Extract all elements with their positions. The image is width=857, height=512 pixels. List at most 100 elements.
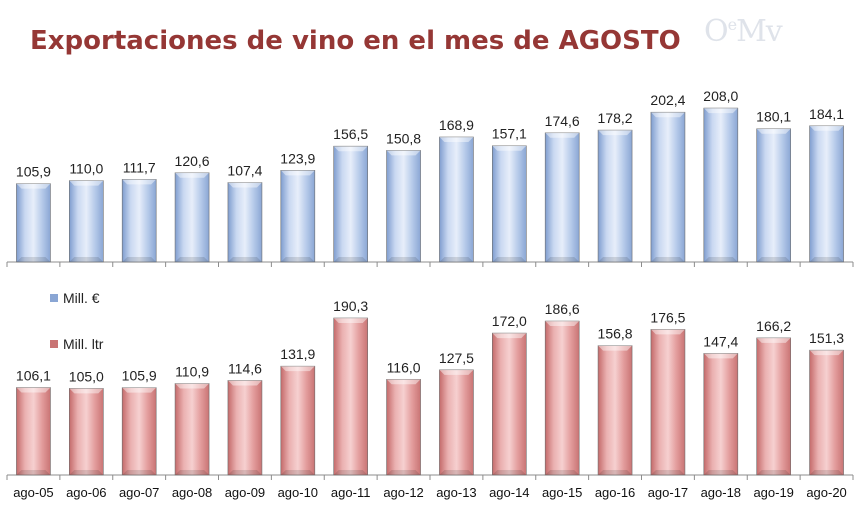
bar-euro-ago-11-bevel-bottom bbox=[333, 257, 368, 262]
label-euro-ago-15: 174,6 bbox=[545, 113, 580, 129]
bar-liters-ago-18-bevel-top bbox=[703, 353, 738, 359]
bar-liters-ago-15-bevel-top bbox=[545, 321, 580, 327]
x-tick-label-ago-14: ago-14 bbox=[489, 485, 529, 500]
bar-liters-ago-14-bevel-bottom bbox=[492, 470, 527, 475]
label-euro-ago-11: 156,5 bbox=[333, 126, 368, 142]
bar-euro-ago-09-bevel-bottom bbox=[227, 257, 262, 262]
label-liters-ago-16: 156,8 bbox=[598, 326, 633, 342]
bar-liters-ago-19 bbox=[756, 337, 791, 476]
bar-euro-ago-06-bevel-top bbox=[69, 180, 104, 186]
bar-liters-ago-19-bevel-bottom bbox=[756, 470, 791, 475]
label-liters-ago-20: 151,3 bbox=[809, 330, 844, 346]
x-tick-label-ago-07: ago-07 bbox=[119, 485, 159, 500]
bar-liters-ago-17-bevel-bottom bbox=[650, 470, 685, 475]
label-liters-ago-09: 114,6 bbox=[228, 360, 262, 376]
bar-euro-ago-08-bevel-top bbox=[175, 172, 210, 178]
x-tick-label-ago-09: ago-09 bbox=[225, 485, 265, 500]
bar-euro-ago-20 bbox=[809, 125, 844, 263]
label-liters-ago-05: 106,1 bbox=[16, 367, 51, 383]
bar-liters-ago-09-bevel-top bbox=[227, 380, 262, 386]
bar-liters-ago-15-bevel-bottom bbox=[545, 470, 580, 475]
bar-liters-ago-16-bevel-bottom bbox=[598, 470, 633, 475]
label-liters-ago-08: 110,9 bbox=[175, 364, 209, 380]
bar-euro-ago-05 bbox=[16, 183, 51, 263]
x-tick-label-ago-16: ago-16 bbox=[595, 485, 635, 500]
bar-liters-ago-10-bevel-bottom bbox=[280, 470, 315, 475]
bar-euro-ago-10-bevel-bottom bbox=[280, 257, 315, 262]
bar-euro-ago-10-bevel-top bbox=[280, 170, 315, 176]
legend: Mill. € Mill. ltr bbox=[50, 290, 104, 352]
bar-liters-ago-13 bbox=[439, 369, 474, 476]
bar-euro-ago-06-bevel-bottom bbox=[69, 257, 104, 262]
bar-liters-ago-19-bevel-top bbox=[756, 337, 791, 343]
x-tick-label-ago-06: ago-06 bbox=[66, 485, 106, 500]
label-liters-ago-06: 105,0 bbox=[69, 368, 104, 384]
bar-liters-ago-08-bevel-top bbox=[175, 383, 210, 389]
bar-euro-ago-08 bbox=[174, 172, 210, 263]
bar-euro-ago-19 bbox=[756, 128, 791, 263]
bar-euro-ago-15-bevel-bottom bbox=[545, 257, 580, 262]
label-euro-ago-18: 208,0 bbox=[703, 88, 738, 104]
bar-liters-ago-06-bevel-bottom bbox=[69, 470, 104, 475]
label-euro-ago-08: 120,6 bbox=[175, 153, 210, 169]
label-euro-ago-06: 110,0 bbox=[69, 161, 103, 177]
bar-euro-ago-16 bbox=[597, 129, 633, 263]
x-tick-label-ago-18: ago-18 bbox=[701, 485, 741, 500]
data-labels: 105,9 106,1 110,0 105,0 111,7 105,9 120,6 110,9… bbox=[16, 88, 844, 384]
label-euro-ago-10: 123,9 bbox=[280, 150, 315, 166]
bar-liters-ago-11-bevel-bottom bbox=[333, 470, 368, 475]
bar-liters-ago-05-bevel-top bbox=[16, 387, 51, 393]
x-tick-label-ago-12: ago-12 bbox=[383, 485, 423, 500]
bar-liters-ago-18-bevel-bottom bbox=[703, 470, 738, 475]
bar-euro-ago-08-bevel-bottom bbox=[175, 257, 210, 262]
bar-liters-ago-20-bevel-bottom bbox=[809, 470, 844, 475]
bar-euro-ago-07-bevel-bottom bbox=[122, 257, 157, 262]
label-liters-ago-07: 105,9 bbox=[122, 368, 157, 384]
bar-euro-ago-10 bbox=[280, 170, 316, 263]
bar-liters-ago-05 bbox=[16, 387, 51, 476]
bar-euro-ago-13-bevel-top bbox=[439, 137, 474, 143]
bar-liters-ago-12-bevel-bottom bbox=[386, 470, 421, 475]
bar-liters-ago-14 bbox=[492, 332, 527, 476]
bar-liters-ago-14-bevel-top bbox=[492, 333, 527, 339]
legend-label-liters: Mill. ltr bbox=[63, 336, 104, 352]
label-liters-ago-11: 190,3 bbox=[333, 298, 368, 314]
bar-euro-ago-07-bevel-top bbox=[122, 179, 157, 185]
bar-euro-ago-14 bbox=[492, 145, 527, 263]
label-euro-ago-13: 168,9 bbox=[439, 117, 474, 133]
bar-euro-ago-05-bevel-bottom bbox=[16, 257, 51, 262]
label-liters-ago-19: 166,2 bbox=[756, 318, 791, 334]
series-liters-bars bbox=[16, 317, 844, 476]
label-liters-ago-13: 127,5 bbox=[439, 350, 474, 366]
bar-liters-ago-13-bevel-bottom bbox=[439, 470, 474, 475]
bar-euro-ago-12 bbox=[386, 150, 421, 263]
bar-euro-ago-15 bbox=[544, 132, 580, 263]
bar-euro-ago-18 bbox=[703, 107, 739, 263]
bar-euro-ago-20-bevel-bottom bbox=[809, 257, 844, 262]
bar-euro-ago-06 bbox=[69, 180, 104, 263]
bar-liters-ago-10 bbox=[280, 365, 316, 476]
bar-liters-ago-06 bbox=[69, 388, 104, 476]
bar-euro-ago-18-bevel-bottom bbox=[703, 257, 738, 262]
bar-euro-ago-13-bevel-bottom bbox=[439, 257, 474, 262]
legend-swatch-liters bbox=[50, 340, 58, 348]
label-liters-ago-10: 131,9 bbox=[280, 346, 315, 362]
label-euro-ago-14: 157,1 bbox=[492, 126, 527, 142]
bar-euro-ago-09 bbox=[227, 182, 263, 263]
bar-liters-ago-11-bevel-top bbox=[333, 318, 368, 324]
bar-euro-ago-11-bevel-top bbox=[333, 146, 368, 152]
bar-liters-ago-07-bevel-top bbox=[122, 387, 157, 393]
bar-liters-ago-15 bbox=[544, 320, 580, 476]
bar-liters-ago-07 bbox=[121, 387, 157, 476]
x-tick-label-ago-20: ago-20 bbox=[806, 485, 846, 500]
series-euro-bars bbox=[16, 107, 844, 263]
bar-liters-ago-20 bbox=[809, 349, 844, 476]
label-liters-ago-14: 172,0 bbox=[492, 313, 527, 329]
bar-euro-ago-15-bevel-top bbox=[545, 132, 580, 138]
bar-liters-ago-12 bbox=[386, 378, 421, 476]
x-tick-label-ago-13: ago-13 bbox=[436, 485, 476, 500]
legend-swatch-euro bbox=[50, 294, 58, 302]
bar-euro-ago-19-bevel-bottom bbox=[756, 257, 791, 262]
bar-euro-ago-19-bevel-top bbox=[756, 128, 791, 134]
bar-liters-ago-20-bevel-top bbox=[809, 350, 844, 356]
